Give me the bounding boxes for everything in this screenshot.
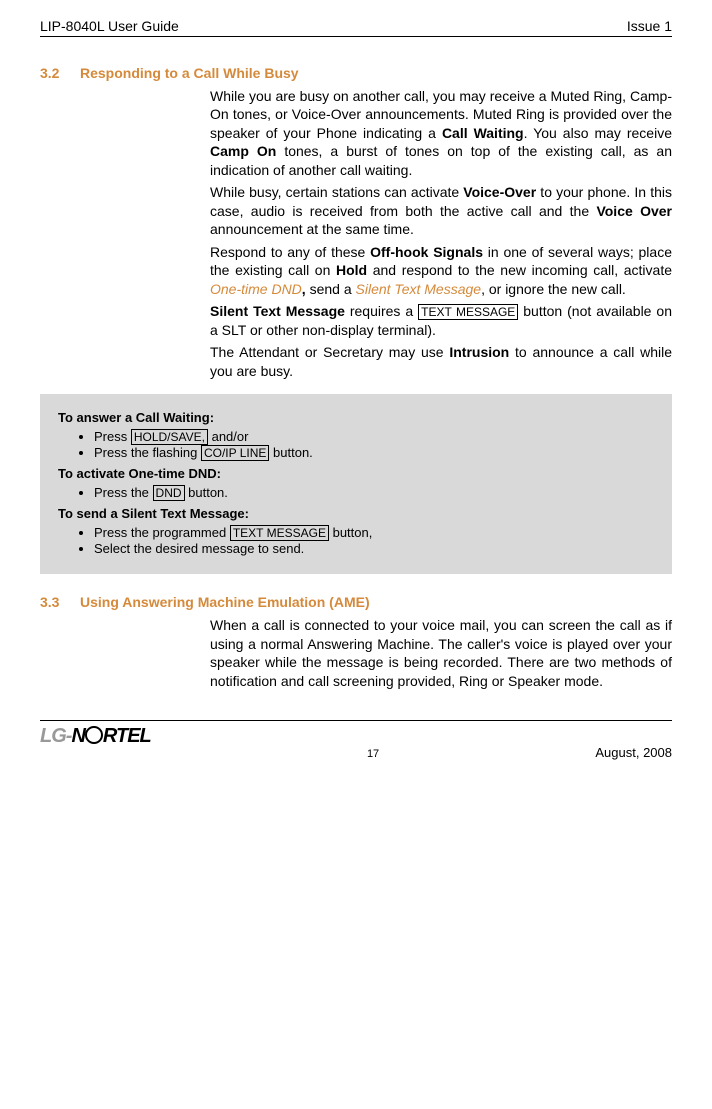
para-3-2-4: Silent Text Message requires a TEXT MESS… bbox=[210, 302, 672, 339]
instruction-box: To answer a Call Waiting: Press HOLD/SAV… bbox=[40, 394, 672, 574]
header-right: Issue 1 bbox=[627, 18, 672, 34]
list-item: Select the desired message to send. bbox=[94, 541, 654, 556]
dnd-button-ref: DND bbox=[153, 485, 185, 501]
activate-dnd-title: To activate One-time DND: bbox=[58, 466, 654, 481]
para-3-2-2: While busy, certain stations can activat… bbox=[210, 183, 672, 238]
text-message-button-ref: TEXT MESSAGE bbox=[418, 304, 518, 320]
globe-icon bbox=[85, 726, 103, 744]
list-item: Press the DND button. bbox=[94, 485, 654, 500]
section-3-2-title: 3.2Responding to a Call While Busy bbox=[40, 65, 672, 81]
answer-call-waiting-list: Press HOLD/SAVE, and/or Press the flashi… bbox=[94, 429, 654, 460]
answer-call-waiting-title: To answer a Call Waiting: bbox=[58, 410, 654, 425]
page-number: 17 bbox=[367, 748, 379, 760]
para-3-2-5: The Attendant or Secretary may use Intru… bbox=[210, 343, 672, 380]
section-num: 3.2 bbox=[40, 65, 80, 81]
page-header: LIP-8040L User Guide Issue 1 bbox=[40, 18, 672, 37]
section-num: 3.3 bbox=[40, 594, 80, 610]
para-3-2-1: While you are busy on another call, you … bbox=[210, 87, 672, 179]
header-left: LIP-8040L User Guide bbox=[40, 18, 179, 34]
list-item: Press the flashing CO/IP LINE button. bbox=[94, 445, 654, 460]
text-message-button-ref-2: TEXT MESSAGE bbox=[230, 525, 329, 541]
para-3-3-1: When a call is connected to your voice m… bbox=[210, 616, 672, 690]
lg-nortel-logo: LG-NRTEL bbox=[40, 725, 151, 748]
section-title-text: Using Answering Machine Emulation (AME) bbox=[80, 594, 370, 610]
activate-dnd-list: Press the DND button. bbox=[94, 485, 654, 500]
para-3-2-3: Respond to any of these Off-hook Signals… bbox=[210, 243, 672, 298]
section-3-3-title: 3.3Using Answering Machine Emulation (AM… bbox=[40, 594, 672, 610]
footer-date: August, 2008 bbox=[595, 745, 672, 760]
section-title-text: Responding to a Call While Busy bbox=[80, 65, 299, 81]
list-item: Press the programmed TEXT MESSAGE button… bbox=[94, 525, 654, 540]
page-footer: LG-NRTEL 17 August, 2008 bbox=[40, 720, 672, 748]
list-item: Press HOLD/SAVE, and/or bbox=[94, 429, 654, 444]
send-silent-text-list: Press the programmed TEXT MESSAGE button… bbox=[94, 525, 654, 556]
co-ip-line-button-ref: CO/IP LINE bbox=[201, 445, 269, 461]
hold-save-button-ref: HOLD/SAVE, bbox=[131, 429, 208, 445]
send-silent-text-title: To send a Silent Text Message: bbox=[58, 506, 654, 521]
